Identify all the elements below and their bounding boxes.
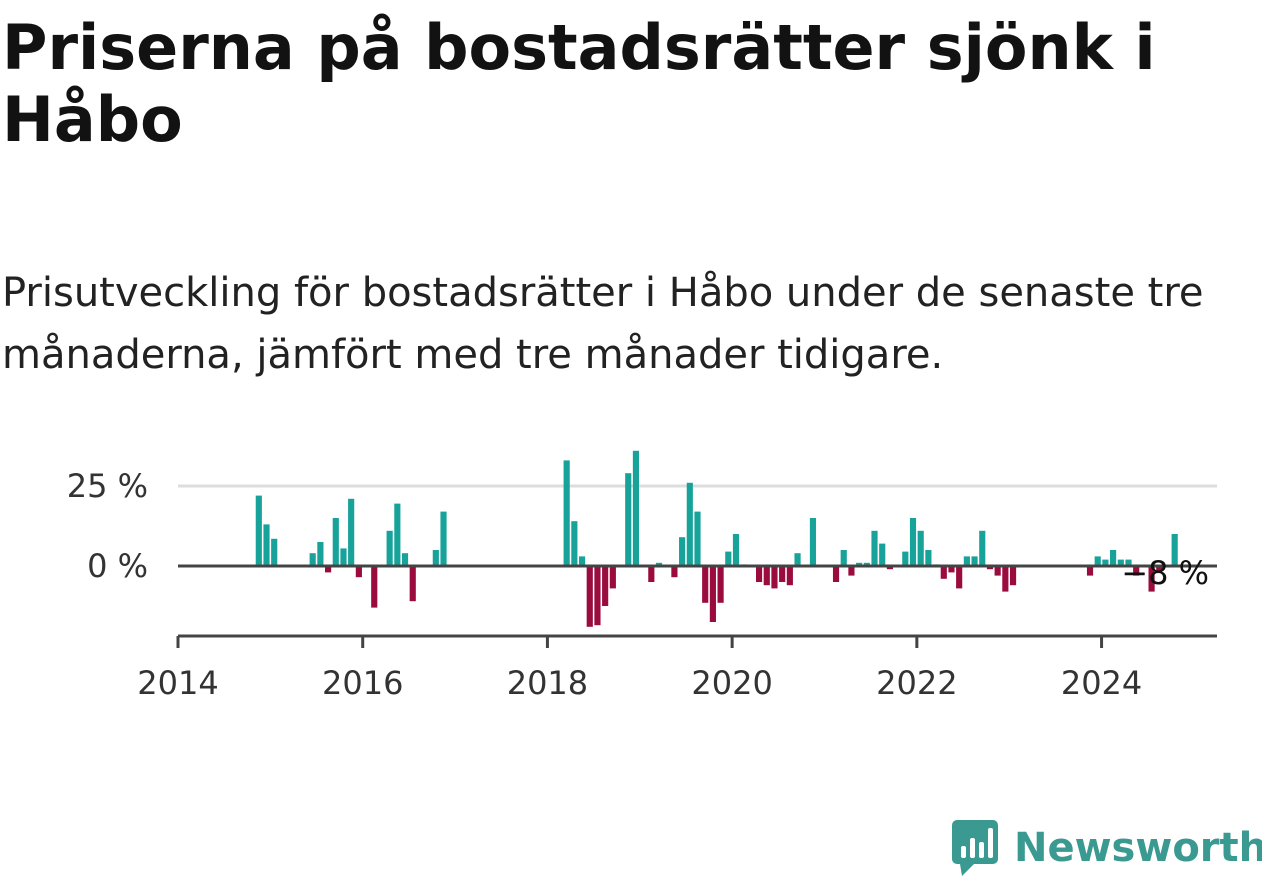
- bar: [963, 556, 970, 566]
- bar: [401, 553, 409, 566]
- bar: [840, 550, 847, 566]
- bar: [609, 566, 616, 589]
- bar: [725, 551, 732, 566]
- bar: [409, 566, 416, 602]
- bar: [440, 511, 447, 566]
- newsworthy-logo-icon: [952, 820, 998, 876]
- bar: [386, 530, 393, 566]
- bar: [717, 566, 724, 603]
- bar: [1102, 559, 1109, 566]
- x-tick-label: 2014: [137, 664, 218, 702]
- axis-layer: 0 % 25 % 2014 2016 2018 2020 2022 2024: [67, 467, 1217, 702]
- bar: [355, 566, 362, 578]
- y-tick-label: 25 %: [67, 467, 148, 505]
- bar: [332, 518, 339, 566]
- bar: [1133, 566, 1140, 576]
- bar: [809, 518, 817, 566]
- newsworthy-logo-text: Newsworthy: [1014, 825, 1262, 871]
- bar: [909, 518, 917, 566]
- bar: [271, 538, 278, 566]
- bar: [755, 566, 763, 582]
- bar: [1002, 566, 1009, 592]
- bar: [986, 566, 994, 570]
- bar: [732, 534, 740, 566]
- bar: [794, 553, 801, 566]
- bar: [1156, 566, 1163, 573]
- newsworthy-logo: Newsworthy: [950, 818, 1262, 878]
- bar: [602, 566, 609, 606]
- bar: [563, 460, 570, 566]
- bar: [779, 566, 786, 582]
- bar: [879, 543, 886, 566]
- bar: [594, 566, 601, 626]
- x-tick-label: 2024: [1061, 664, 1142, 702]
- x-tick-label: 2022: [876, 664, 957, 702]
- bar: [679, 537, 686, 566]
- bar: [848, 566, 855, 576]
- bar: [394, 503, 401, 566]
- bar: [917, 530, 924, 566]
- bar: [709, 566, 716, 622]
- bars-layer: [255, 450, 1178, 627]
- bar: [1110, 550, 1117, 566]
- bar: [1117, 559, 1124, 566]
- x-tick-label: 2018: [507, 664, 588, 702]
- bar: [863, 562, 870, 566]
- bar: [1148, 566, 1155, 592]
- bar: [648, 566, 655, 582]
- bar: [786, 566, 793, 586]
- y-tick-label: 0 %: [87, 547, 148, 585]
- bar: [956, 566, 963, 589]
- bar: [586, 566, 593, 627]
- bar: [317, 542, 324, 566]
- bar: [979, 530, 986, 566]
- bar: [871, 530, 878, 566]
- bar: [994, 566, 1001, 576]
- bar: [255, 495, 262, 566]
- bar: [763, 566, 770, 586]
- bar: [432, 550, 439, 566]
- bar: [625, 473, 632, 566]
- bar: [671, 566, 678, 578]
- bar: [1009, 566, 1017, 586]
- chart-title: Priserna på bostadsrätter sjönk i Håbo: [2, 11, 1156, 156]
- bar-chart: 0 % 25 % 2014 2016 2018 2020 2022 2024 −8 %: [67, 450, 1217, 702]
- bar: [309, 553, 316, 566]
- bar: [1094, 556, 1101, 566]
- bar: [925, 550, 932, 566]
- bar: [940, 566, 947, 579]
- bar: [324, 566, 332, 573]
- bar: [348, 498, 355, 566]
- bar: [340, 548, 347, 566]
- bar: [578, 556, 586, 566]
- bar: [632, 450, 640, 566]
- x-tick-label: 2020: [691, 664, 772, 702]
- bar: [371, 566, 378, 608]
- bar: [686, 482, 693, 566]
- bar: [856, 562, 863, 566]
- bar: [1125, 559, 1132, 566]
- bar: [1086, 566, 1094, 576]
- bar: [886, 566, 893, 570]
- bar: [971, 556, 978, 566]
- bar: [263, 524, 270, 566]
- bar: [571, 521, 578, 566]
- bar: [771, 566, 778, 589]
- last-value-label: −8 %: [1121, 554, 1209, 592]
- chart-subtitle: Prisutveckling för bostadsrätter i Håbo …: [2, 270, 1204, 378]
- bar: [902, 551, 909, 566]
- bar: [948, 566, 955, 573]
- bar: [694, 511, 701, 566]
- bar: [1171, 534, 1178, 566]
- bar: [655, 562, 663, 566]
- bar: [702, 566, 709, 603]
- x-tick-label: 2016: [322, 664, 403, 702]
- bar: [832, 566, 840, 582]
